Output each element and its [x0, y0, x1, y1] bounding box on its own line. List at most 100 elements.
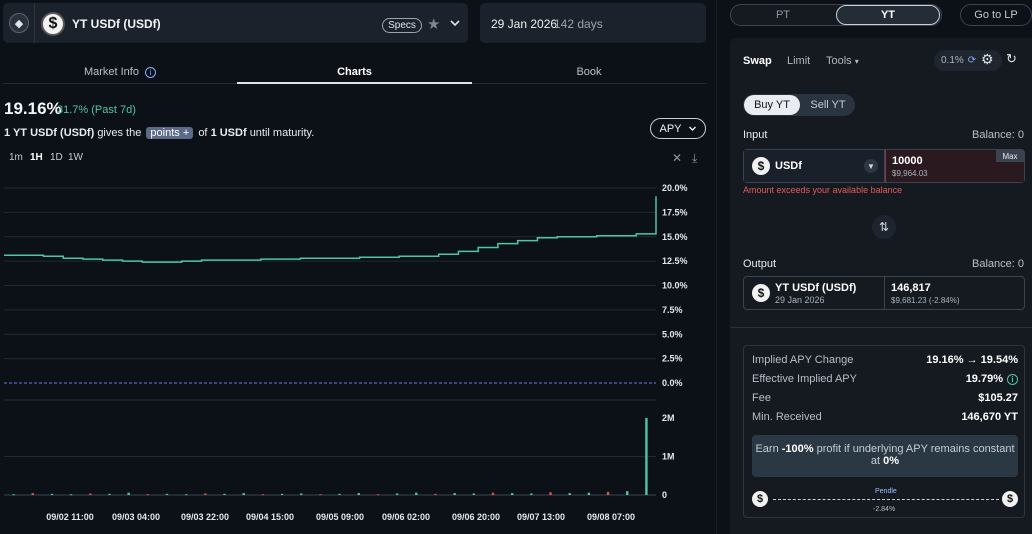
volume-bar	[491, 492, 495, 495]
tab-charts[interactable]: Charts	[337, 66, 372, 78]
output-token-date: 29 Jan 2026	[775, 295, 825, 305]
chevron-down-icon: ▾	[854, 57, 859, 66]
summary-row: Fee $105.27	[752, 392, 1018, 406]
volume-bar	[645, 418, 648, 495]
volume-bar	[127, 492, 130, 495]
volume-tick-label: 1M	[662, 452, 675, 462]
route-label: Pendle	[875, 488, 897, 495]
volume-bar	[587, 492, 591, 495]
refresh-icon[interactable]: ↻	[1006, 51, 1017, 66]
summary-row: Implied APY Change 19.16% → 19.54%	[752, 354, 1018, 368]
desc-suffix: until maturity.	[249, 127, 315, 139]
yt-tab[interactable]: YT	[836, 5, 940, 25]
slippage-setting[interactable]: 0.1% ⟳	[934, 50, 1002, 71]
slippage-edit-icon: ⟳	[967, 55, 977, 66]
y-tick-label: 5.0%	[662, 329, 683, 339]
go-to-lp-button[interactable]: Go to LP	[960, 4, 1032, 26]
points-badge[interactable]: points +	[146, 127, 194, 139]
volume-bar	[89, 493, 92, 495]
route-percent: -2.84%	[873, 506, 896, 513]
volume-bar	[395, 493, 399, 495]
sell-yt-button[interactable]: Sell YT	[810, 99, 846, 111]
market-selector[interactable]: ◆ $ YT USDf (USDf) Specs ★	[3, 3, 468, 43]
volume-bar	[31, 493, 34, 495]
tab-limit[interactable]: Limit	[787, 55, 811, 67]
volume-bar	[415, 492, 418, 495]
summary-key: Min. Received	[752, 411, 822, 423]
desc-token: 1 YT USDf (USDf)	[4, 127, 95, 139]
volume-bar	[549, 492, 552, 495]
ethereum-icon[interactable]: ◆	[9, 13, 29, 33]
usdf-token-icon: $	[41, 12, 65, 36]
chevron-down-icon[interactable]	[449, 17, 461, 29]
input-label: Input	[743, 129, 768, 141]
volume-bar	[606, 491, 610, 495]
summary-value: 19.16% → 19.54%	[926, 354, 1018, 366]
metric-select[interactable]: APY	[650, 118, 706, 139]
volume-bar	[338, 493, 341, 495]
y-tick-label: 17.5%	[662, 207, 688, 217]
volume-bar	[50, 493, 54, 495]
market-name: YT USDf (USDf)	[72, 17, 161, 31]
volume-bar	[184, 494, 188, 496]
earn-text: Earn	[755, 443, 779, 455]
timeframe-1m[interactable]: 1m	[9, 152, 23, 163]
x-tick-label: 09/03 04:00	[112, 512, 160, 522]
apy-chart[interactable]: 20.0% 17.5% 15.0% 12.5% 10.0% 7.5% 5.0% 2.5% 0.0…	[0, 175, 706, 530]
yield-description: 1 YT USDf (USDf) gives the points + of 1…	[4, 127, 314, 139]
tab-market-info[interactable]: Market Info i	[3, 66, 237, 78]
buy-sell-toggle[interactable]: Buy YT Sell YT	[743, 94, 855, 116]
y-tick-label: 0.0%	[662, 378, 683, 388]
input-balance: Balance: 0	[972, 129, 1024, 141]
crosshair-tools-icon[interactable]: ✕	[672, 151, 683, 165]
timeframe-1w[interactable]: 1W	[68, 152, 83, 163]
input-token-select[interactable]: $ USDf ▼	[744, 150, 885, 182]
volume-bar	[626, 491, 629, 495]
x-tick-label: 09/06 20:00	[452, 512, 500, 522]
buy-yt-button[interactable]: Buy YT	[744, 95, 800, 115]
tab-tools[interactable]: Tools ▾	[826, 55, 859, 67]
x-tick-label: 09/03 22:00	[181, 512, 229, 522]
x-tick-label: 09/08 07:00	[587, 512, 635, 522]
swap-direction-icon[interactable]: ⇅	[872, 215, 896, 239]
amount-input[interactable]: 10000 $9,964.03 Max	[885, 150, 1024, 182]
volume-tick-label: 2M	[662, 413, 675, 423]
volume-bar	[12, 494, 15, 496]
trade-panel: Swap Limit Tools ▾ 0.1% ⟳ ⚙ ↻ Buy YT Sel…	[730, 38, 1032, 534]
panel-divider	[716, 0, 717, 534]
timeframe-1h[interactable]: 1H	[30, 152, 43, 163]
route-line	[773, 499, 999, 500]
earn-percent: -100%	[781, 443, 814, 455]
tab-swap[interactable]: Swap	[743, 55, 772, 67]
info-icon[interactable]: i	[1007, 373, 1018, 385]
volume-bar	[434, 493, 437, 495]
days-left: 142 days	[554, 17, 603, 31]
output-balance: Balance: 0	[972, 258, 1024, 270]
pt-yt-toggle[interactable]: PT YT	[730, 4, 942, 26]
pt-tab[interactable]: PT	[775, 9, 791, 21]
max-button[interactable]: Max	[996, 150, 1024, 162]
tab-book[interactable]: Book	[576, 66, 602, 78]
chevron-down-icon	[688, 126, 696, 131]
maturity-card: 29 Jan 2026 142 days	[480, 3, 706, 43]
volume-bar	[319, 494, 322, 496]
volume-bar	[69, 494, 73, 496]
volume-bar	[204, 493, 207, 495]
chevron-down-icon: ▼	[864, 159, 878, 173]
download-icon[interactable]: ⤓	[692, 151, 698, 165]
specs-button[interactable]: Specs	[382, 18, 422, 33]
output-token: $ YT USDf (USDf) 29 Jan 2026	[744, 277, 885, 309]
usdf-token-icon: $	[752, 157, 770, 175]
timeframe-1d[interactable]: 1D	[50, 152, 63, 163]
volume-bar	[376, 494, 380, 496]
summary-row: Effective Implied APY 19.79% i	[752, 373, 1018, 387]
y-tick-label: 2.5%	[662, 354, 683, 364]
gear-icon[interactable]: ⚙	[981, 51, 994, 67]
implied-apy: 19.16%	[4, 99, 62, 118]
output-label: Output	[743, 258, 777, 270]
x-tick-label: 09/05 09:00	[316, 512, 364, 522]
active-tab-indicator	[237, 82, 472, 84]
star-icon[interactable]: ★	[427, 16, 441, 33]
earn-zero: 0%	[883, 455, 900, 467]
